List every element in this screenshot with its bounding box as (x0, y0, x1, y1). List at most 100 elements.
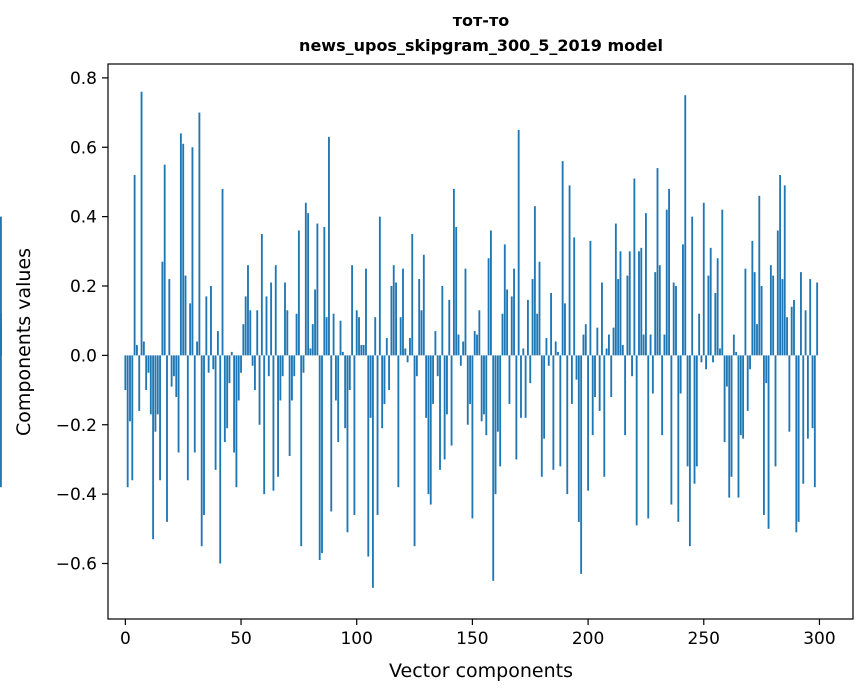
bar (529, 355, 532, 384)
bar (203, 355, 205, 515)
bar (624, 355, 627, 436)
bar (413, 355, 416, 547)
bar (330, 355, 333, 512)
bar (293, 355, 296, 377)
y-axis-ticks: −0.6 −0.4 −0.2 0.0 0.2 0.4 0.6 0.8 (56, 69, 108, 575)
bar (709, 247, 712, 356)
bar (142, 341, 145, 356)
bar (418, 279, 421, 356)
bar (365, 268, 367, 356)
bar (765, 355, 768, 384)
bar (513, 268, 515, 356)
bar (663, 334, 666, 356)
x-tick-label: 100 (340, 629, 372, 649)
bar (191, 147, 194, 356)
bar (617, 279, 620, 356)
bar (362, 344, 365, 356)
bar (198, 112, 201, 356)
bar (145, 355, 148, 391)
bar (672, 282, 675, 356)
bar (136, 344, 138, 356)
bar (277, 355, 279, 477)
bar (786, 317, 788, 356)
x-tick-label: 300 (803, 629, 835, 649)
bar (816, 282, 819, 356)
bar (601, 282, 603, 356)
bar (284, 282, 286, 356)
bar (485, 355, 488, 436)
bar (545, 338, 548, 356)
bar (337, 355, 340, 443)
x-tick-label: 200 (572, 629, 604, 649)
bar (721, 209, 724, 356)
bar (763, 355, 765, 515)
bar (543, 355, 546, 439)
bar (487, 258, 490, 356)
bar (723, 355, 726, 443)
bar (455, 227, 458, 356)
bar (205, 296, 208, 356)
bar (138, 355, 141, 411)
bar (774, 355, 777, 467)
bar (705, 355, 708, 370)
bar (550, 292, 552, 356)
bar (679, 355, 682, 394)
bar (506, 289, 509, 356)
bar (564, 303, 566, 356)
bar (788, 355, 791, 432)
x-tick-label: 50 (230, 629, 252, 649)
bar (695, 355, 698, 467)
bar (395, 282, 397, 356)
bar (147, 355, 150, 373)
bar (675, 286, 677, 356)
bar (371, 355, 374, 588)
bar (712, 355, 714, 363)
chart-title: тот-то (453, 11, 509, 30)
bar (767, 355, 770, 529)
bar (478, 310, 481, 356)
bar (207, 355, 210, 373)
bar (358, 317, 360, 356)
bar (274, 265, 277, 356)
bar (237, 355, 240, 401)
bar (533, 206, 536, 356)
bar (279, 355, 282, 401)
bar (212, 355, 215, 370)
bar (538, 261, 541, 356)
bar (589, 240, 592, 356)
bar (226, 355, 229, 429)
bar (133, 175, 136, 356)
bar (540, 355, 543, 477)
bar (242, 324, 245, 356)
bar (587, 355, 590, 491)
bar (344, 355, 347, 429)
bar (378, 216, 381, 356)
chart-subtitle: news_upos_skipgram_300_5_2019 model (299, 36, 663, 55)
bar (193, 355, 196, 453)
bar (649, 334, 652, 356)
bar (260, 233, 263, 356)
bar (272, 355, 275, 491)
bar (596, 327, 599, 356)
bar (552, 355, 555, 470)
bar (351, 265, 354, 356)
bar (677, 355, 680, 522)
bar (783, 185, 786, 356)
bar (688, 355, 691, 547)
bar (323, 227, 326, 356)
bars-group (0, 91, 819, 588)
bar (800, 272, 802, 356)
bar (175, 355, 178, 398)
x-tick-label: 0 (120, 629, 131, 649)
bar (739, 355, 742, 436)
bar (619, 251, 622, 356)
bar (0, 216, 2, 356)
bar (129, 355, 131, 422)
bar (390, 286, 393, 356)
bar (684, 95, 687, 356)
bar (411, 233, 414, 356)
bar (348, 355, 351, 391)
bar (494, 355, 497, 495)
y-tick-label: 0.4 (70, 208, 97, 228)
